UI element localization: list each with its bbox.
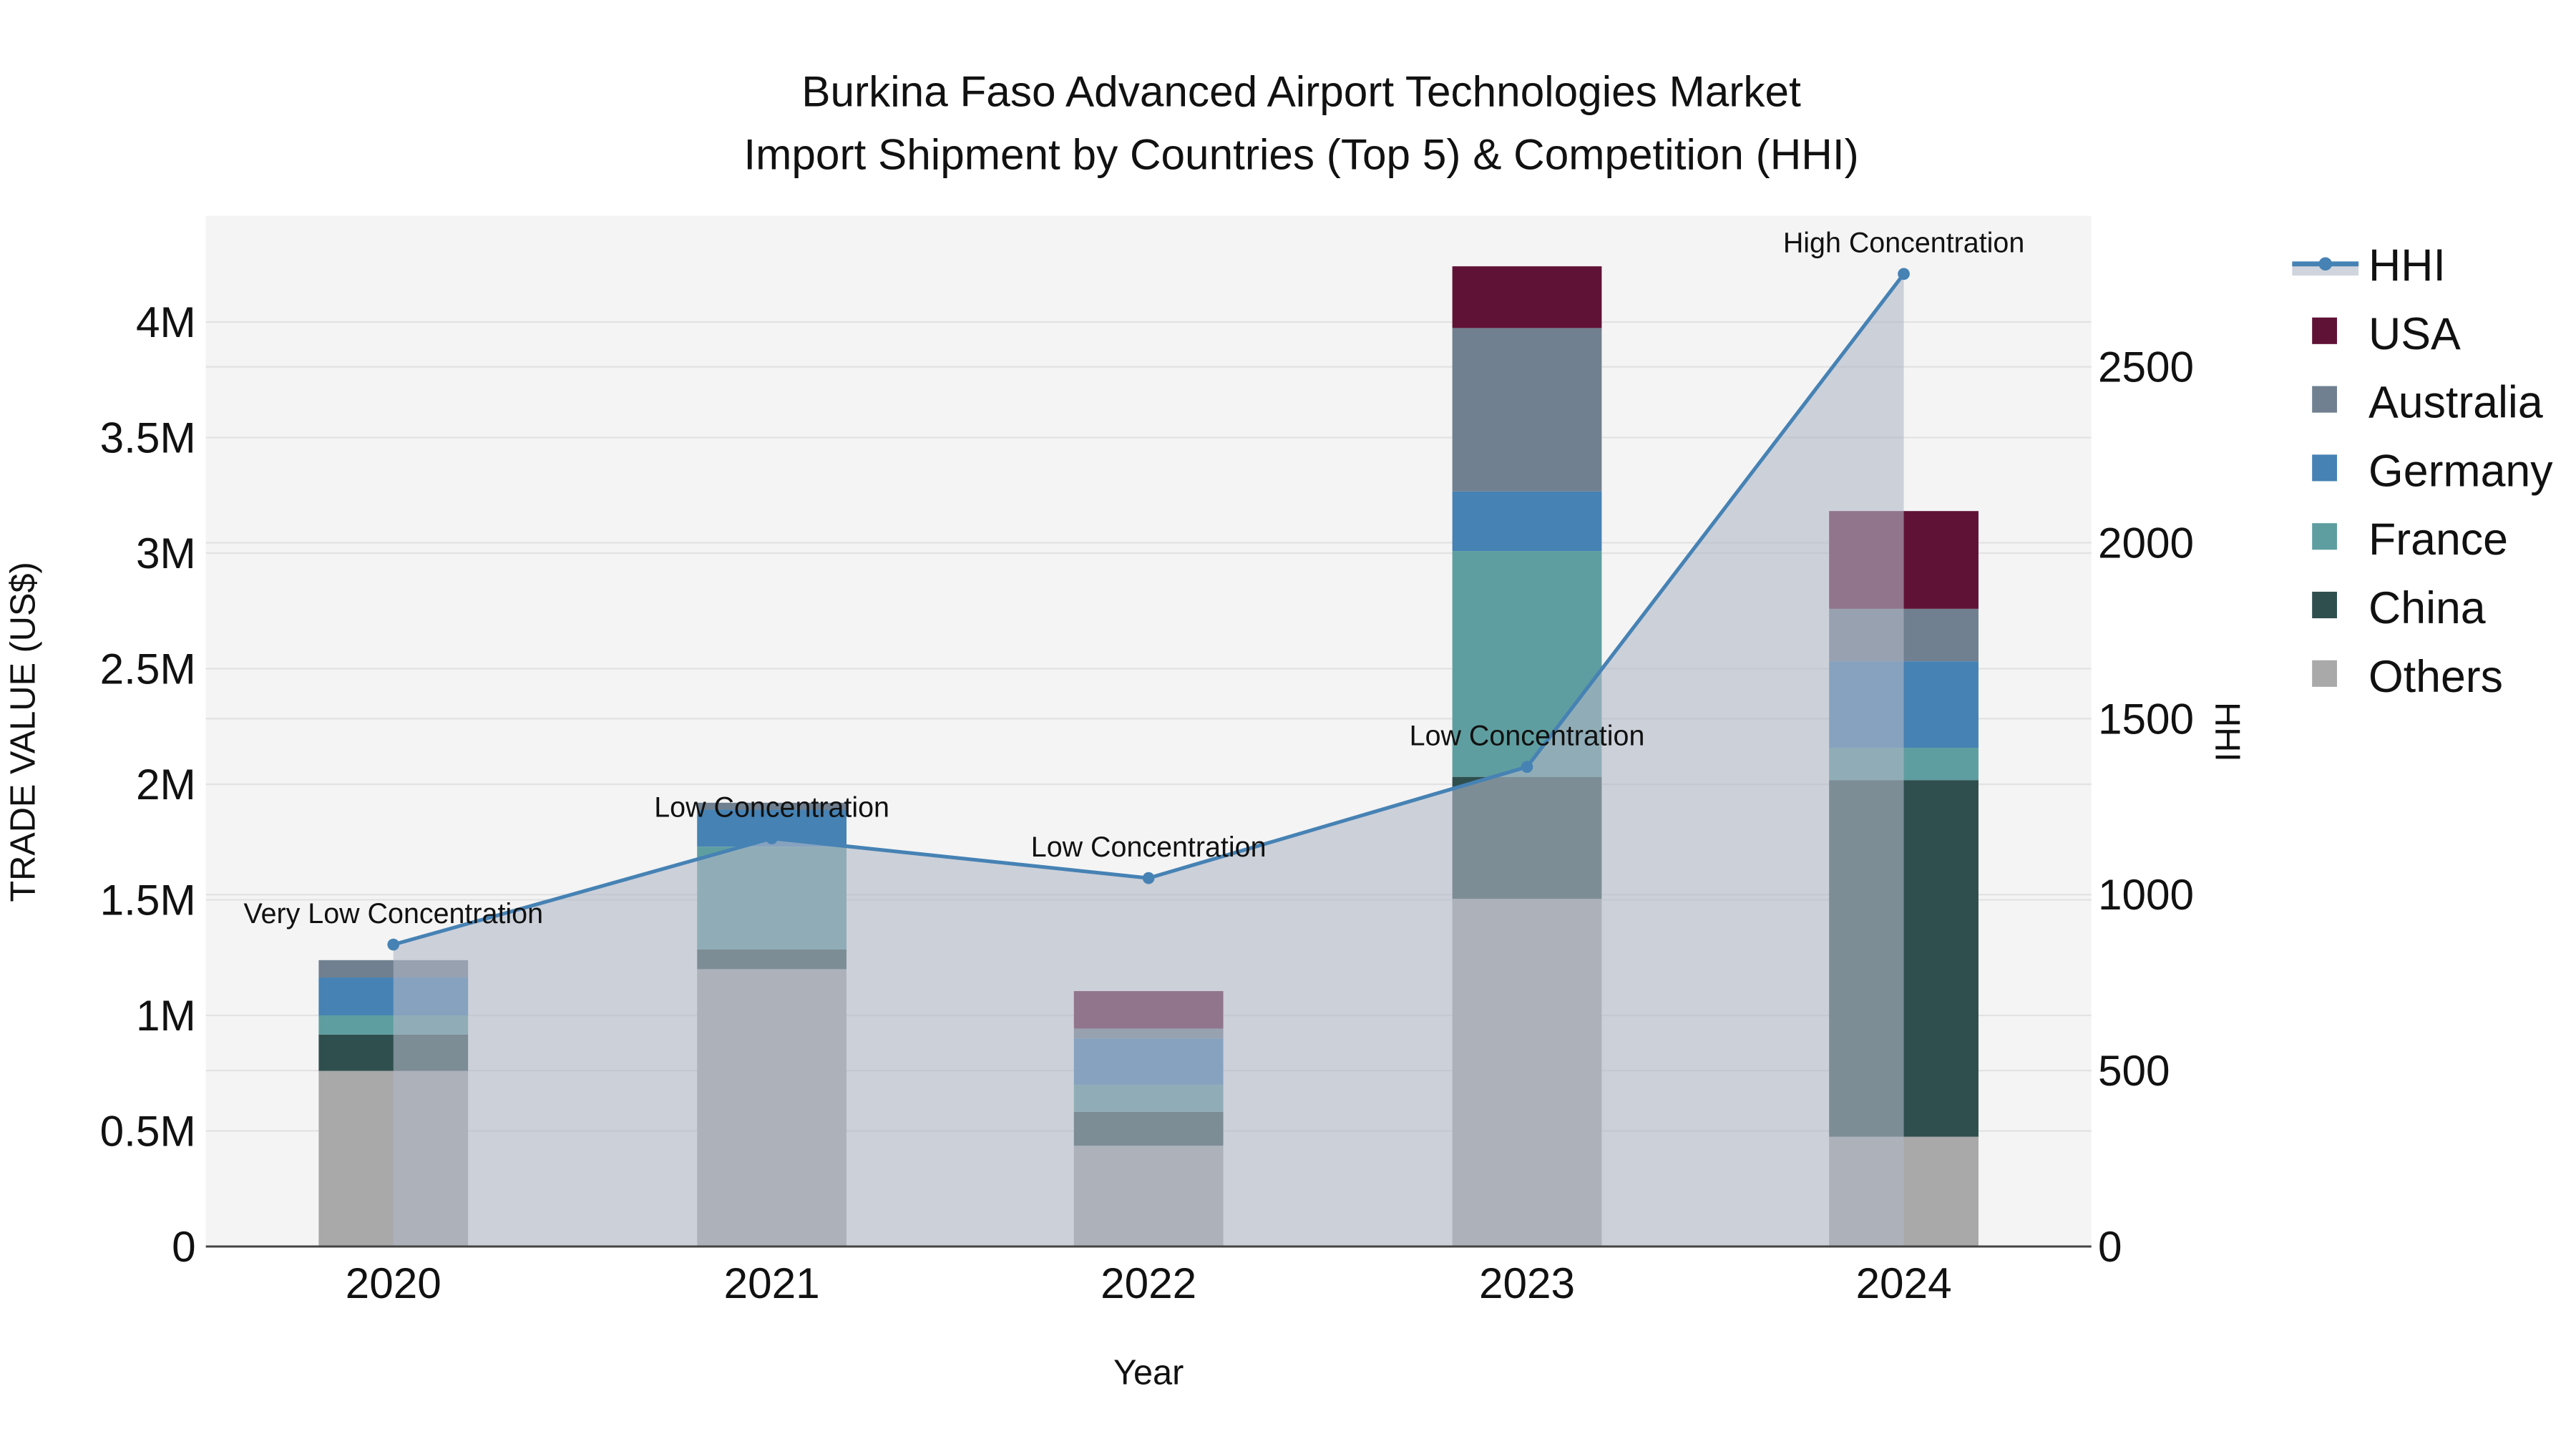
hhi-annotation-2021: Low Concentration: [654, 791, 889, 823]
hhi-area-fill: [393, 273, 1904, 1247]
legend-label: HHI: [2368, 240, 2446, 291]
legend-item-australia: Australia: [2312, 378, 2543, 428]
legend-item-china: China: [2312, 583, 2486, 633]
legend: HHI USA Australia Germany France China Others: [2292, 240, 2553, 702]
bar-segment-germany: [1452, 491, 1602, 552]
square-legend-icon: [2312, 660, 2337, 687]
bar-segment-usa: [1452, 266, 1602, 328]
legend-item-germany: Germany: [2312, 446, 2553, 496]
x-tick: 2022: [1101, 1259, 1196, 1307]
y-left-tick: 2M: [136, 760, 196, 809]
bar-segment-australia: [1452, 328, 1602, 492]
legend-label: France: [2368, 514, 2508, 565]
y-left-tick: 0: [172, 1222, 196, 1271]
x-tick: 2024: [1855, 1259, 1951, 1307]
x-tick: 2021: [724, 1259, 820, 1307]
chart-title-line2: Import Shipment by Countries (Top 5) & C…: [743, 130, 1858, 179]
marker-legend-icon: [2318, 257, 2333, 271]
y-left-tick-labels: 0 0.5M 1M 1.5M 2M 2.5M 3M 3.5M 4M: [100, 298, 196, 1271]
legend-label: Others: [2368, 652, 2503, 702]
hhi-annotation-2024: High Concentration: [1783, 228, 2024, 259]
legend-label: Australia: [2368, 378, 2543, 428]
y-left-tick: 4M: [136, 298, 196, 346]
y-left-tick: 0.5M: [100, 1106, 196, 1155]
hhi-line: [387, 268, 1910, 951]
y-left-tick: 1.5M: [100, 875, 196, 924]
hhi-annotation-2022: Low Concentration: [1031, 831, 1267, 863]
y-left-tick: 3M: [136, 529, 196, 577]
y-left-tick: 2.5M: [100, 644, 196, 693]
x-tick-labels: 2020 2021 2022 2023 2024: [346, 1259, 1952, 1307]
y-right-tick: 1500: [2098, 694, 2194, 743]
bar-segment-australia: [697, 802, 847, 810]
legend-item-usa: USA: [2312, 309, 2461, 359]
hhi-point-2024: [1898, 268, 1910, 280]
x-tick: 2023: [1479, 1259, 1575, 1307]
y-left-tick: 3.5M: [100, 413, 196, 462]
hhi-point-2022: [1142, 872, 1155, 884]
y-right-axis-title: HHI: [2208, 702, 2247, 762]
y-right-tick: 2000: [2098, 518, 2194, 567]
y-left-tick: 1M: [136, 991, 196, 1040]
chart-title-line1: Burkina Faso Advanced Airport Technologi…: [801, 67, 1801, 115]
square-legend-icon: [2312, 591, 2337, 619]
legend-item-hhi: HHI: [2292, 240, 2446, 291]
legend-label: Germany: [2368, 446, 2553, 496]
y-right-tick-labels: 0 500 1000 1500 2000 2500: [2098, 343, 2194, 1271]
legend-item-france: France: [2312, 514, 2508, 565]
y-right-tick: 2500: [2098, 343, 2194, 391]
square-legend-icon: [2312, 386, 2337, 413]
square-legend-icon: [2312, 454, 2337, 482]
hhi-annotations: Very Low Concentration Low Concentration L…: [243, 228, 2024, 930]
hhi-annotation-2023: Low Concentration: [1410, 721, 1645, 752]
legend-label: China: [2368, 583, 2486, 633]
y-right-tick: 0: [2098, 1222, 2122, 1271]
hhi-annotation-2020: Very Low Concentration: [243, 898, 543, 930]
hhi-area: [393, 273, 1904, 1247]
x-tick: 2020: [346, 1259, 441, 1307]
hhi-point-2021: [766, 832, 778, 844]
y-left-axis-title: TRADE VALUE (US$): [4, 562, 43, 902]
y-right-tick: 500: [2098, 1046, 2170, 1095]
y-right-tick: 1000: [2098, 870, 2194, 919]
hhi-point-2023: [1521, 761, 1533, 774]
legend-item-others: Others: [2312, 652, 2503, 702]
legend-label: USA: [2368, 309, 2461, 359]
square-legend-icon: [2312, 523, 2337, 550]
x-axis-title: Year: [1113, 1354, 1184, 1392]
square-legend-icon: [2312, 317, 2337, 344]
hhi-point-2020: [387, 938, 400, 951]
